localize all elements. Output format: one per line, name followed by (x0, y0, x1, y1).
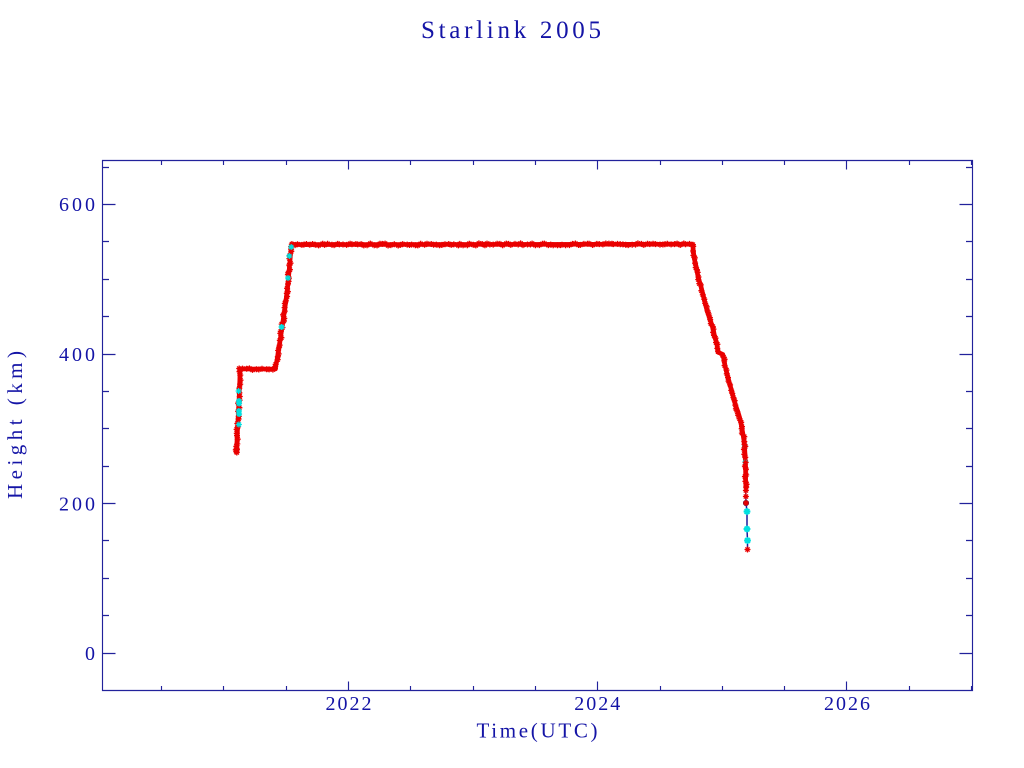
svg-text:200: 200 (59, 493, 95, 515)
svg-text:600: 600 (59, 194, 95, 216)
svg-text:Time(UTC): Time(UTC) (477, 718, 598, 742)
svg-text:Height (km): Height (km) (3, 351, 27, 499)
svg-text:400: 400 (59, 344, 95, 366)
svg-text:0: 0 (85, 643, 95, 665)
